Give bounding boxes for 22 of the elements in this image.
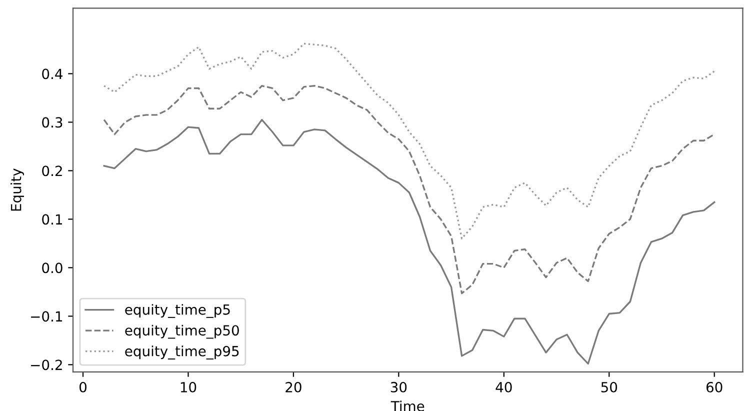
x-tick-label: 10 — [180, 382, 196, 392]
legend-label: equity_time_p95 — [125, 346, 239, 360]
y-tick-label: 0.1 — [42, 214, 62, 225]
x-tick-label: 20 — [286, 382, 302, 392]
y-axis-title: Equity — [10, 168, 24, 211]
y-tick-label: 0.0 — [42, 262, 62, 274]
y-tick-label: 0.2 — [42, 166, 62, 176]
x-axis-title: Time — [390, 400, 424, 411]
line-series — [103, 84, 716, 294]
line-series — [103, 42, 716, 240]
x-tick-label: 60 — [706, 382, 722, 392]
y-tick-label: −0.2 — [31, 360, 62, 370]
x-tick-label: 40 — [496, 382, 512, 392]
legend-label: equity_time_p5 — [125, 304, 230, 318]
x-tick-label: 30 — [390, 382, 407, 392]
x-tick-label: 0 — [80, 382, 86, 392]
legend-label: equity_time_p50 — [125, 324, 239, 339]
y-tick-label: −0.1 — [31, 311, 62, 322]
y-tick-label: 0.3 — [42, 117, 62, 128]
x-tick-label: 50 — [601, 382, 618, 392]
y-tick-label: 0.4 — [42, 68, 63, 80]
line-series — [103, 118, 716, 365]
